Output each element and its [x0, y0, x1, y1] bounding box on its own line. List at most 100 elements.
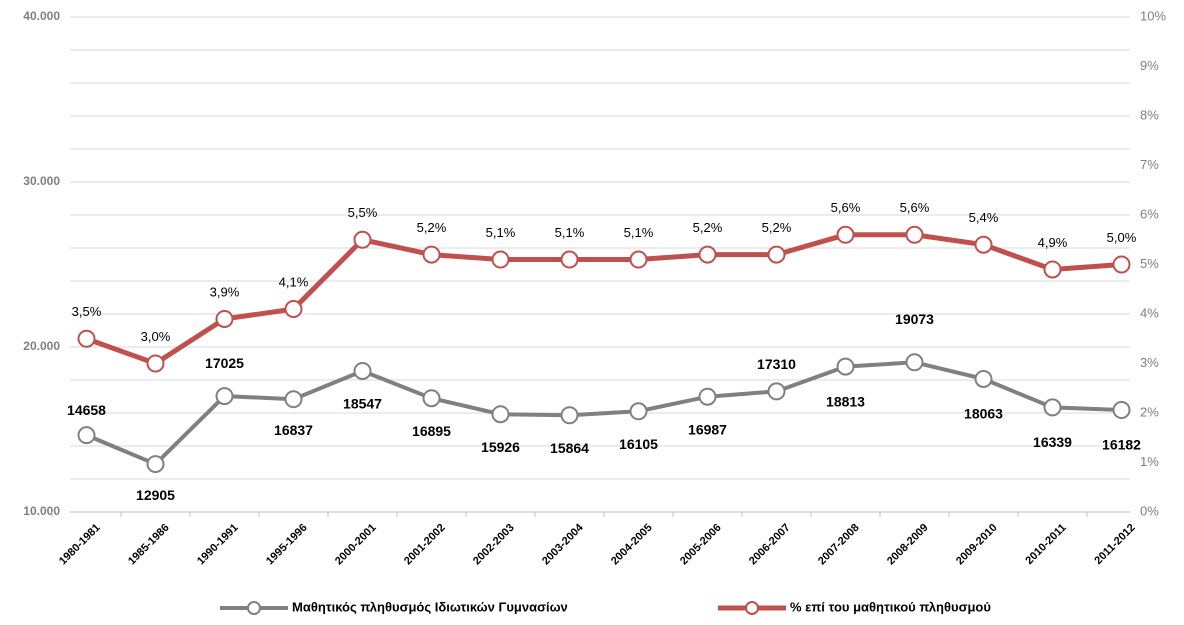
- data-label: 5,2%: [762, 220, 792, 235]
- data-label: 18063: [964, 406, 1003, 422]
- y2-tick-label: 0%: [1140, 503, 1159, 518]
- x-tick-label: 1995-1996: [264, 522, 310, 568]
- data-label: 15864: [550, 440, 589, 456]
- point: [215, 309, 234, 328]
- point: [698, 245, 717, 264]
- data-label: 16895: [412, 423, 451, 439]
- x-tick-label: 1980-1981: [57, 522, 103, 568]
- point: [77, 426, 96, 445]
- data-label: 18813: [826, 393, 865, 409]
- data-label: 19073: [895, 311, 934, 327]
- x-tick-label: 2004-2005: [609, 522, 655, 568]
- y-tick-label: 20.000: [23, 339, 60, 353]
- point: [1112, 255, 1131, 274]
- legend-label: % επί του μαθητικού πληθυσμού: [790, 599, 991, 614]
- x-tick-label: 2000-2001: [333, 522, 379, 568]
- point: [422, 389, 441, 408]
- y2-tick-label: 3%: [1140, 355, 1159, 370]
- data-label: 5,0%: [1107, 230, 1137, 245]
- y2-tick-label: 4%: [1140, 305, 1159, 320]
- x-tick-label: 2003-2004: [540, 521, 586, 567]
- data-label: 5,1%: [555, 225, 585, 240]
- x-tick-label: 2008-2009: [885, 522, 931, 568]
- point: [905, 353, 924, 372]
- point: [491, 405, 510, 424]
- point: [836, 225, 855, 244]
- point: [629, 250, 648, 269]
- point: [836, 357, 855, 376]
- data-label: 5,1%: [486, 225, 516, 240]
- data-label: 17025: [205, 355, 244, 371]
- data-label: 5,6%: [831, 200, 861, 215]
- data-label: 16837: [274, 422, 313, 438]
- point: [353, 230, 372, 249]
- y2-tick-label: 6%: [1140, 206, 1159, 221]
- y2-tick-label: 2%: [1140, 404, 1159, 419]
- data-label: 5,2%: [693, 220, 723, 235]
- point: [905, 225, 924, 244]
- y-tick-label: 30.000: [23, 174, 60, 188]
- y2-tick-label: 1%: [1140, 454, 1159, 469]
- point: [767, 382, 786, 401]
- point: [1043, 260, 1062, 279]
- y-tick-label: 10.000: [23, 504, 60, 518]
- point: [353, 361, 372, 380]
- point: [629, 402, 648, 421]
- data-label: 5,1%: [624, 225, 654, 240]
- y2-tick-label: 10%: [1140, 8, 1166, 23]
- data-label: 5,5%: [348, 205, 378, 220]
- x-tick-label: 2007-2008: [816, 522, 862, 568]
- data-label: 16105: [619, 436, 658, 452]
- data-label: 3,5%: [72, 304, 102, 319]
- x-tick-label: 2010-2011: [1023, 522, 1068, 567]
- point: [560, 406, 579, 425]
- series-line: [85, 360, 1122, 467]
- data-label: 14658: [67, 402, 106, 418]
- data-label: 17310: [757, 356, 796, 372]
- point: [146, 455, 165, 474]
- point: [491, 250, 510, 269]
- legend-label: Μαθητικός πληθυσμός Ιδιωτικών Γυμνασίων: [292, 599, 568, 614]
- point: [698, 387, 717, 406]
- point: [974, 235, 993, 254]
- data-label: 12905: [136, 487, 175, 503]
- data-label: 16987: [688, 421, 727, 437]
- data-label: 4,1%: [279, 274, 309, 289]
- point: [422, 245, 441, 264]
- data-label: 5,4%: [969, 210, 999, 225]
- y2-tick-label: 7%: [1140, 157, 1159, 172]
- series-line: [85, 232, 1122, 367]
- point: [284, 390, 303, 409]
- legend-marker: [745, 601, 759, 615]
- data-label: 15926: [481, 439, 520, 455]
- point: [284, 300, 303, 319]
- y-tick-label: 40.000: [23, 9, 60, 23]
- point: [1043, 398, 1062, 417]
- point: [146, 354, 165, 373]
- point: [215, 387, 234, 406]
- legend-marker: [247, 601, 261, 615]
- data-label: 3,0%: [141, 329, 171, 344]
- x-tick-label: 2011-2012: [1092, 522, 1137, 567]
- point: [560, 250, 579, 269]
- x-tick-label: 2002-2003: [471, 522, 517, 568]
- data-label: 3,9%: [210, 284, 240, 299]
- y2-tick-label: 8%: [1140, 107, 1159, 122]
- data-label: 5,6%: [900, 200, 930, 215]
- data-label: 5,2%: [417, 220, 447, 235]
- x-tick-label: 1990-1991: [195, 522, 241, 568]
- data-label: 18547: [343, 396, 382, 412]
- data-label: 4,9%: [1038, 235, 1068, 250]
- x-tick-label: 2001-2002: [402, 522, 448, 568]
- point: [974, 369, 993, 388]
- data-label: 16339: [1033, 434, 1072, 450]
- y2-tick-label: 9%: [1140, 58, 1159, 73]
- x-tick-label: 2009-2010: [954, 522, 1000, 568]
- y2-tick-label: 5%: [1140, 256, 1159, 271]
- x-tick-label: 2005-2006: [678, 522, 724, 568]
- point: [77, 329, 96, 348]
- x-tick-label: 1985-1986: [126, 522, 172, 568]
- point: [1112, 400, 1131, 419]
- x-tick-label: 2006-2007: [747, 522, 793, 568]
